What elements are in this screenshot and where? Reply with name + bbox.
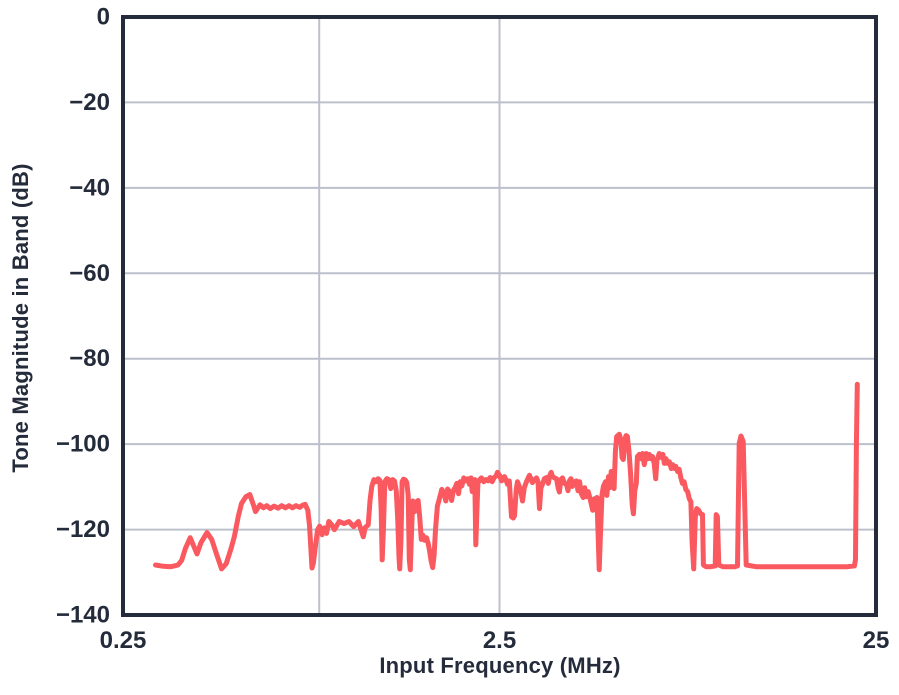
y-tick-label: −140 xyxy=(56,602,110,629)
y-tick-label: −100 xyxy=(56,431,110,458)
y-axis-title: Tone Magnitude in Band (dB) xyxy=(8,163,33,473)
y-tick-label: 0 xyxy=(97,4,110,31)
plot-frame xyxy=(121,15,878,617)
y-tick-label: −40 xyxy=(69,174,110,201)
x-axis-title: Input Frequency (MHz) xyxy=(379,653,621,678)
y-tick-label: −60 xyxy=(69,260,110,287)
y-tick-label: −120 xyxy=(56,516,110,543)
y-tick-label: −80 xyxy=(69,345,110,372)
x-tick-label: 0.25 xyxy=(100,627,147,654)
x-tick-label: 2.5 xyxy=(483,627,516,654)
series-line xyxy=(153,381,860,573)
x-tick-label: 25 xyxy=(863,627,890,654)
y-tick-label: −20 xyxy=(69,89,110,116)
